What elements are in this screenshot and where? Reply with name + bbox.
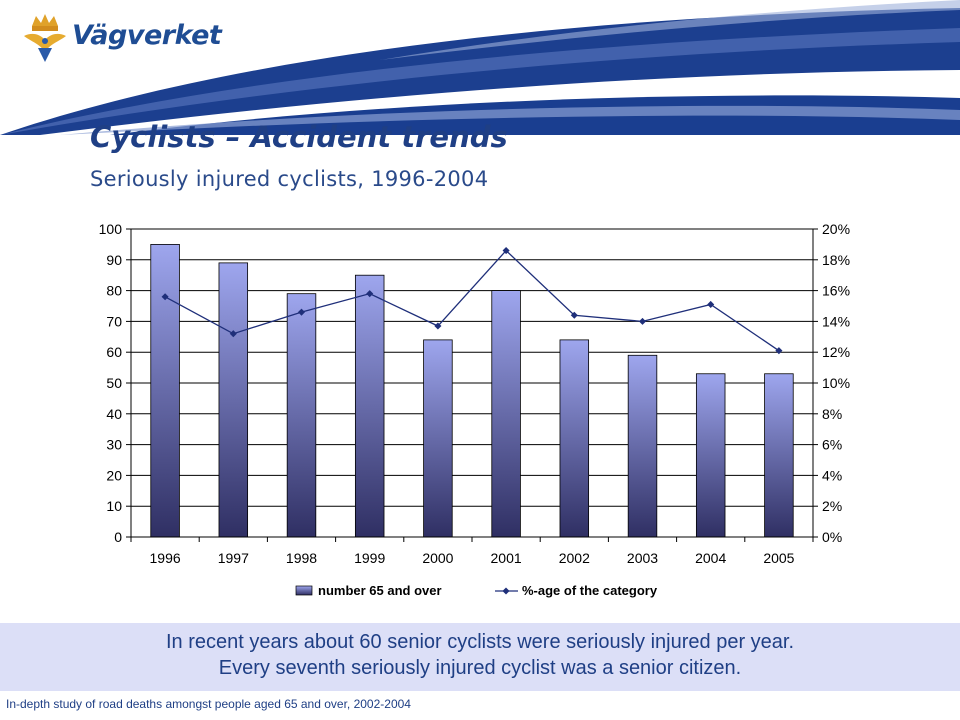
x-tick-label: 2001 — [491, 550, 522, 566]
y2-tick-label: 0% — [822, 529, 842, 545]
bar-line-chart: 0 10 20 30 40 50 60 70 80 90 100 0% 2% 4% 6% 8% 10% 12% 14… — [99, 221, 850, 598]
y2-tick-label: 16% — [822, 283, 850, 299]
crown-wings-emblem-icon — [22, 12, 68, 64]
legend-swatch-bars — [295, 585, 313, 596]
y2-tick-label: 8% — [822, 406, 842, 422]
y-tick-label: 10 — [106, 498, 122, 514]
bar — [764, 373, 794, 538]
y2-tick-label: 6% — [822, 437, 842, 453]
x-tick-label: 2002 — [559, 550, 590, 566]
y2-tick-label: 4% — [822, 467, 842, 483]
x-tick-label: 2000 — [422, 550, 453, 566]
brand-logo: Vägverket — [72, 20, 222, 51]
x-tick-label: 2004 — [695, 550, 726, 566]
line-point — [570, 311, 578, 319]
y2-tick-label: 18% — [822, 252, 850, 268]
bar — [286, 293, 317, 538]
bar — [627, 354, 658, 538]
y-tick-label: 90 — [106, 252, 122, 268]
bar — [354, 274, 385, 538]
legend-label-line: %-age of the category — [522, 583, 658, 598]
y2-tick-label: 10% — [822, 375, 850, 391]
bar — [218, 262, 249, 538]
page-title: Cyclists – Accident trends — [90, 120, 508, 154]
y-tick-label: 80 — [106, 283, 122, 299]
x-tick-label: 1998 — [286, 550, 317, 566]
line-point — [502, 247, 510, 255]
note-line-1: In recent years about 60 senior cyclists… — [165, 631, 795, 653]
header-banner — [0, 0, 960, 135]
page-subtitle: Seriously injured cyclists, 1996-2004 — [90, 167, 489, 191]
line-point — [297, 308, 306, 316]
y-tick-label: 70 — [106, 313, 122, 329]
line-series — [164, 249, 780, 352]
x-tick-label: 2005 — [763, 550, 794, 566]
y2-tick-label: 20% — [822, 221, 850, 237]
y-tick-label: 100 — [99, 221, 123, 237]
bar — [695, 373, 726, 538]
line-point — [707, 300, 715, 308]
y2-tick-label: 2% — [822, 498, 842, 514]
y-tick-label: 50 — [106, 375, 122, 391]
y-tick-label: 40 — [106, 406, 122, 422]
y-tick-label: 30 — [106, 437, 122, 453]
line-point — [229, 330, 237, 338]
x-tick-label: 2003 — [627, 550, 658, 566]
bar — [491, 290, 521, 538]
footer-source: In-depth study of road deaths amongst pe… — [6, 697, 411, 711]
legend-label-bars: number 65 and over — [318, 583, 442, 598]
bar — [150, 244, 180, 538]
note-line-2: Every seventh seriously injured cyclist … — [218, 657, 742, 679]
y-tick-label: 60 — [106, 344, 122, 360]
y2-tick-label: 12% — [822, 344, 850, 360]
line-point — [638, 317, 647, 325]
x-tick-label: 1996 — [150, 550, 181, 566]
line-point — [161, 293, 169, 301]
y-tick-label: 20 — [106, 467, 122, 483]
bar — [559, 339, 590, 538]
y2-tick-label: 14% — [822, 313, 850, 329]
x-tick-label: 1997 — [218, 550, 249, 566]
line-point — [366, 290, 374, 298]
y-tick-label: 0 — [114, 529, 122, 545]
summary-note: In recent years about 60 senior cyclists… — [0, 623, 960, 691]
line-point — [775, 347, 783, 355]
bar — [423, 339, 453, 538]
line-point — [434, 322, 442, 330]
x-tick-label: 1999 — [354, 550, 385, 566]
legend-marker-line — [502, 587, 510, 595]
